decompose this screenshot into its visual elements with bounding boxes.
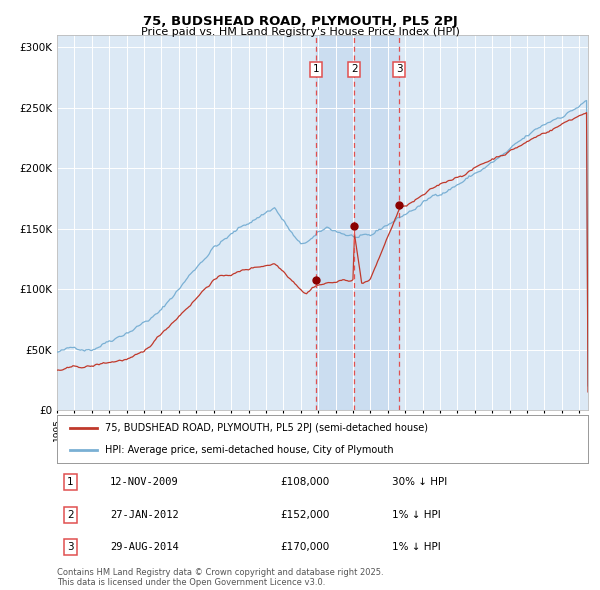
- Text: 1% ↓ HPI: 1% ↓ HPI: [392, 542, 440, 552]
- Text: 1% ↓ HPI: 1% ↓ HPI: [392, 510, 440, 520]
- Point: [349, 222, 359, 231]
- Text: Contains HM Land Registry data © Crown copyright and database right 2025.
This d: Contains HM Land Registry data © Crown c…: [57, 568, 383, 587]
- Text: HPI: Average price, semi-detached house, City of Plymouth: HPI: Average price, semi-detached house,…: [105, 445, 394, 455]
- Text: 12-NOV-2009: 12-NOV-2009: [110, 477, 179, 487]
- Text: 2: 2: [67, 510, 74, 520]
- Text: 27-JAN-2012: 27-JAN-2012: [110, 510, 179, 520]
- Text: £152,000: £152,000: [280, 510, 329, 520]
- Point: [394, 200, 404, 209]
- Point: [311, 275, 320, 284]
- Text: £170,000: £170,000: [280, 542, 329, 552]
- Text: 75, BUDSHEAD ROAD, PLYMOUTH, PL5 2PJ (semi-detached house): 75, BUDSHEAD ROAD, PLYMOUTH, PL5 2PJ (se…: [105, 423, 428, 433]
- Text: 1: 1: [313, 64, 319, 74]
- Text: 2: 2: [351, 64, 358, 74]
- Bar: [316, 35, 399, 410]
- Text: 30% ↓ HPI: 30% ↓ HPI: [392, 477, 447, 487]
- Text: Price paid vs. HM Land Registry's House Price Index (HPI): Price paid vs. HM Land Registry's House …: [140, 27, 460, 37]
- Text: £108,000: £108,000: [280, 477, 329, 487]
- Text: 75, BUDSHEAD ROAD, PLYMOUTH, PL5 2PJ: 75, BUDSHEAD ROAD, PLYMOUTH, PL5 2PJ: [143, 15, 457, 28]
- Text: 29-AUG-2014: 29-AUG-2014: [110, 542, 179, 552]
- Text: 3: 3: [396, 64, 403, 74]
- Text: 1: 1: [67, 477, 74, 487]
- Text: 3: 3: [67, 542, 74, 552]
